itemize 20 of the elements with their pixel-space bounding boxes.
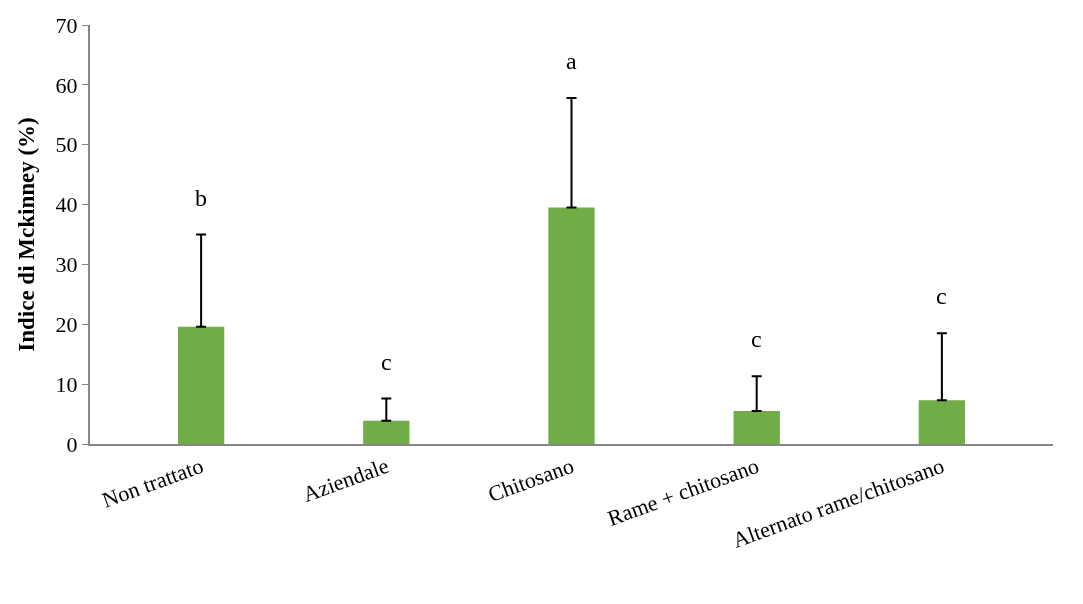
annotation: c bbox=[936, 283, 947, 309]
y-tick-label: 20 bbox=[55, 311, 78, 337]
y-axis-title: Indice di Mckinney (%) bbox=[13, 117, 39, 352]
annotation: c bbox=[381, 349, 392, 375]
annotation: a bbox=[566, 48, 577, 74]
x-tick-label: Non trattato bbox=[98, 452, 207, 513]
y-tick-label: 60 bbox=[55, 72, 78, 98]
y-tick-label: 30 bbox=[55, 252, 78, 278]
y-tick-label: 70 bbox=[55, 12, 78, 38]
bar bbox=[177, 326, 225, 444]
bar bbox=[918, 400, 966, 444]
y-tick-label: 10 bbox=[55, 371, 78, 397]
annotation: c bbox=[751, 326, 762, 352]
y-tick-label: 50 bbox=[55, 132, 78, 158]
annotation: b bbox=[195, 185, 207, 211]
y-tick-label: 40 bbox=[55, 192, 78, 218]
bar bbox=[548, 207, 595, 444]
bar bbox=[363, 420, 410, 444]
bar bbox=[733, 411, 780, 444]
y-tick-label: 0 bbox=[66, 431, 78, 457]
